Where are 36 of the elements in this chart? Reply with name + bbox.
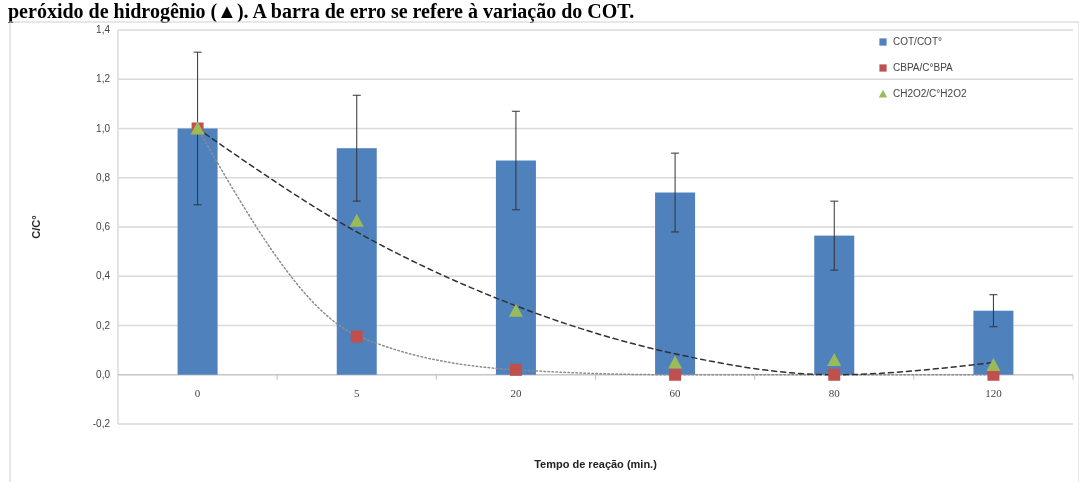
x-tick-label: 5 (354, 386, 360, 399)
bar (973, 310, 1014, 375)
legend-label: CH2O2/C°H2O2 (893, 88, 967, 100)
point (986, 357, 1001, 371)
x-tick-label: 80 (828, 386, 841, 399)
bar (336, 148, 377, 375)
y-tick-label: 1,2 (96, 73, 111, 85)
x-tick-label: 120 (985, 386, 1003, 399)
point (828, 368, 841, 381)
point (669, 368, 682, 381)
chart-title: peróxido de hidrogênio (▲). A barra de erro se refere à variação do COT. (8, 0, 635, 23)
x-tick-label: 20 (510, 386, 522, 399)
bar (495, 160, 536, 375)
y-tick-label: 0,8 (96, 171, 111, 183)
y-tick-label: 0,4 (96, 270, 111, 282)
y-axis-title: C/C° (30, 215, 42, 239)
bar (814, 235, 855, 375)
legend-label: CBPA/C°BPA (893, 62, 954, 74)
y-tick-label: 1,4 (96, 24, 111, 36)
bar (655, 192, 696, 375)
point (827, 352, 842, 366)
point (349, 213, 364, 227)
x-tick-label: 60 (669, 386, 682, 399)
point (508, 303, 523, 317)
y-tick-label: 1,0 (96, 122, 111, 134)
bar (177, 128, 218, 375)
y-tick-label: 0,0 (96, 368, 111, 380)
point (668, 355, 683, 369)
x-tick-label: 0 (194, 386, 201, 399)
y-tick-label: 0,2 (96, 319, 111, 331)
y-tick-label: 0,6 (96, 221, 111, 233)
point (350, 330, 363, 343)
point (509, 363, 522, 376)
legend-label: COT/COT° (893, 36, 942, 48)
y-tick-label: -0,2 (92, 418, 111, 430)
x-axis-title: Tempo de reação (min.) (534, 458, 658, 470)
